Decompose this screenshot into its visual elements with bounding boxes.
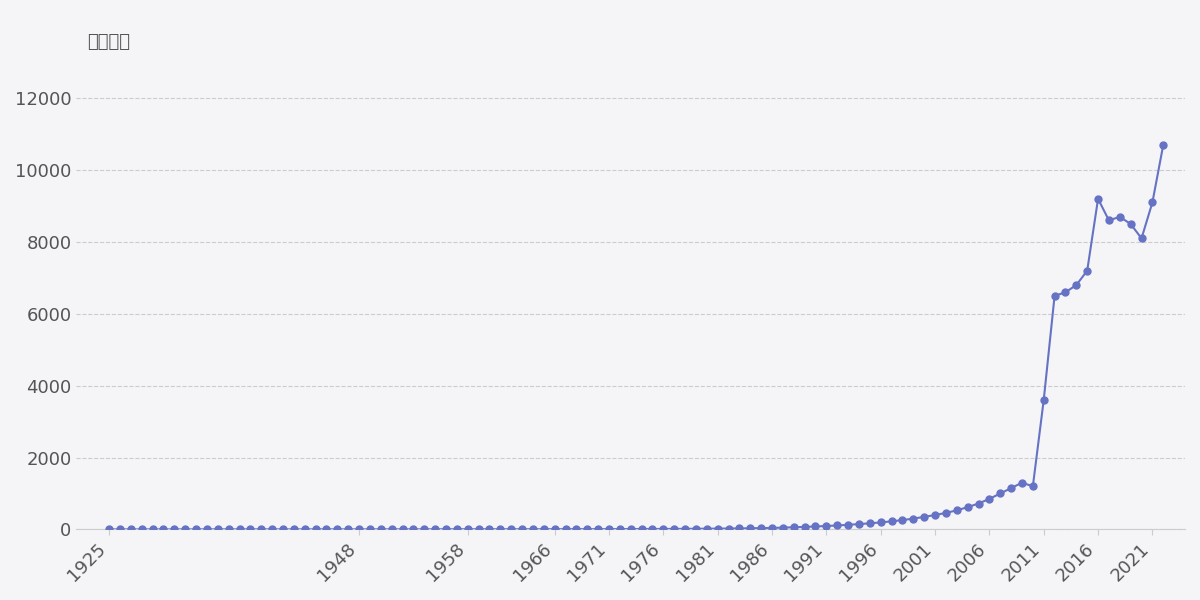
Text: 单位：篇: 单位：篇 [88, 33, 131, 51]
